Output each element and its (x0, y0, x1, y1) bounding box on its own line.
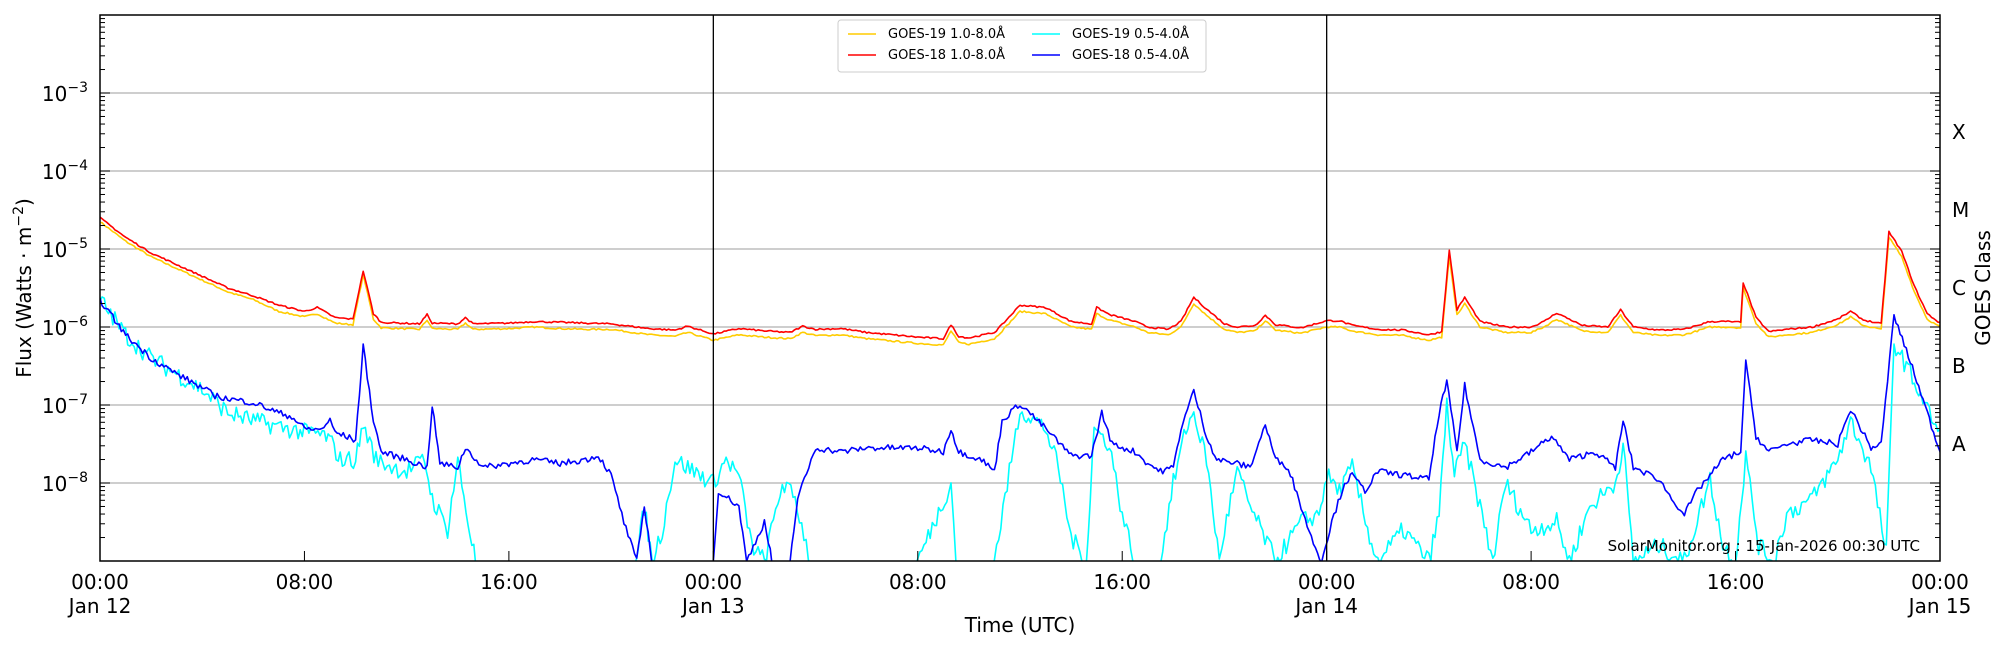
x-tick-label: 16:00 (480, 570, 538, 594)
series-line-0 (100, 221, 1940, 347)
x-tick-label: 16:00 (1707, 570, 1765, 594)
series-line-3 (100, 297, 1940, 561)
legend-label: GOES-19 1.0-8.0Å (888, 26, 1005, 42)
plot-frame (99, 14, 1941, 562)
legend: GOES-19 1.0-8.0Å GOES-18 1.0-8.0Å GOES-19 … (837, 19, 1207, 73)
x-tick-label: 00:00 (1298, 570, 1356, 594)
x-tick-label: 00:00 (685, 570, 743, 594)
series-line-2 (100, 296, 1940, 561)
goes-class-C: C (1952, 276, 1966, 300)
x-tick-label: 00:00 (71, 570, 129, 594)
y-tick-label: 10−6 (42, 314, 88, 340)
right-axis-title: GOES Class (1971, 230, 1995, 346)
legend-label: GOES-18 1.0-8.0Å (888, 47, 1005, 63)
x-tick-date: Jan 14 (1293, 594, 1358, 618)
x-tick-label: 16:00 (1093, 570, 1151, 594)
x-tick-date: Jan 15 (1907, 594, 1972, 618)
day-separator-lines (712, 15, 1328, 561)
goes-class-M: M (1952, 198, 1969, 222)
data-series (100, 216, 1940, 561)
x-tick-date: Jan 13 (680, 594, 745, 618)
gridlines (100, 92, 1940, 484)
y-tick-label: 10−8 (42, 470, 88, 496)
series-line-1 (100, 216, 1940, 341)
x-tick-label: 00:00 (1911, 570, 1969, 594)
goes-class-A: A (1952, 432, 1966, 456)
y-tick-label: 10−4 (42, 158, 88, 184)
y-axis-title: Flux (Watts · m−2) (11, 198, 36, 378)
x-tick-label: 08:00 (1502, 570, 1560, 594)
legend-label: GOES-19 0.5-4.0Å (1072, 26, 1189, 42)
legend-label: GOES-18 0.5-4.0Å (1072, 47, 1189, 63)
source-credit: SolarMonitor.org : 15-Jan-2026 00:30 UTC (1608, 537, 1920, 555)
goes-class-X: X (1952, 120, 1966, 144)
y-axis-ticks: 10−8 10−7 10−6 10−5 10−4 10−3 (42, 18, 1940, 562)
y-tick-label: 10−3 (42, 80, 88, 106)
y-tick-label: 10−5 (42, 236, 88, 262)
goes-class-labels: A B C M X (1952, 120, 1969, 456)
x-tick-label: 08:00 (889, 570, 947, 594)
x-axis-title: Time (UTC) (964, 613, 1076, 637)
goes-class-B: B (1952, 354, 1966, 378)
x-tick-date: Jan 12 (67, 594, 132, 618)
x-tick-label: 08:00 (276, 570, 334, 594)
y-tick-label: 10−7 (42, 392, 88, 418)
